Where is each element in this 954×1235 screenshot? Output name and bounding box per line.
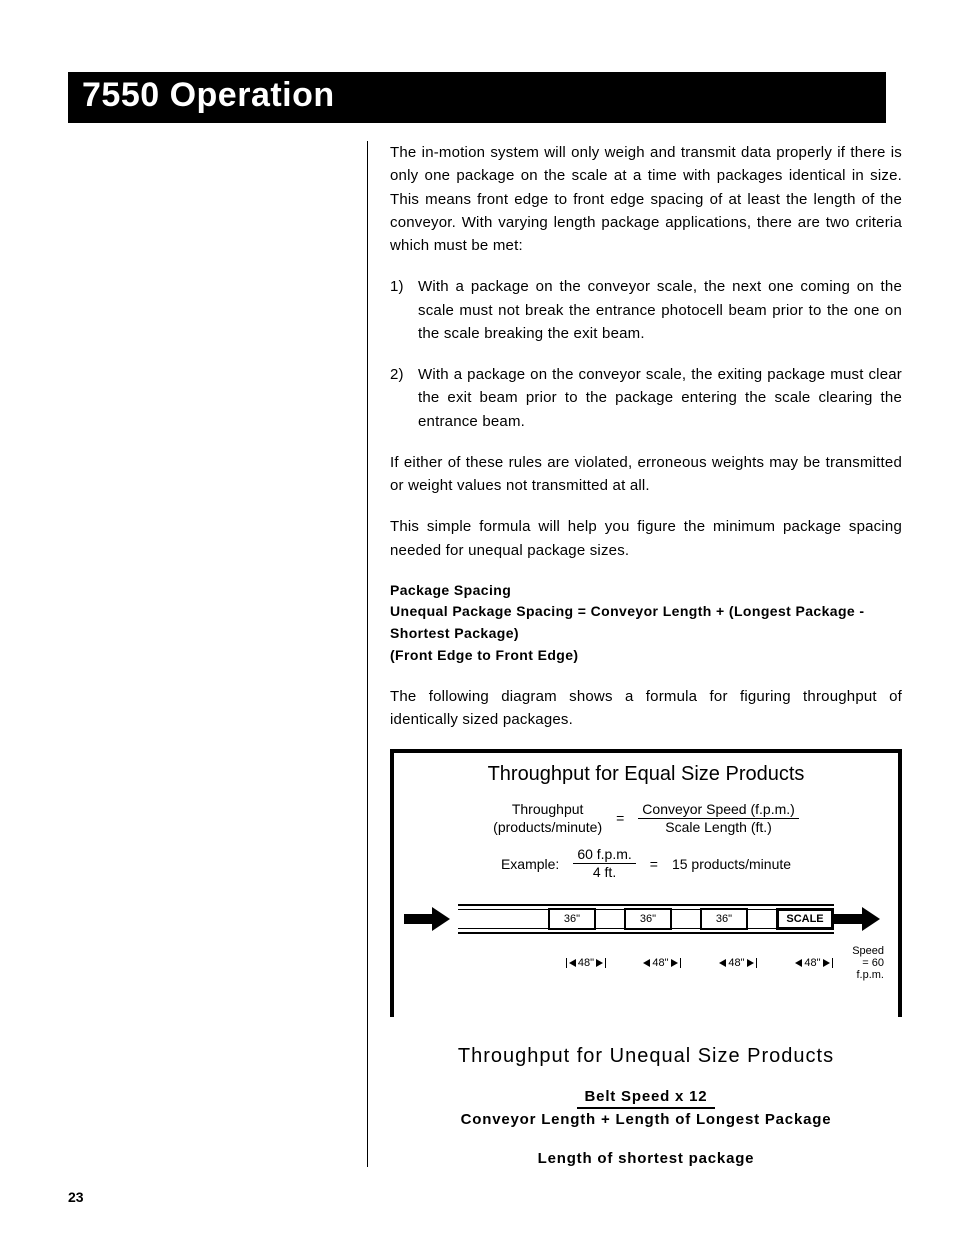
rule-2: 2) With a package on the conveyor scale,…: [390, 363, 902, 433]
package-box-2: 36": [624, 908, 672, 930]
example-frac-bot: 4 ft.: [573, 864, 635, 881]
equal-diagram-title: Throughput for Equal Size Products: [404, 763, 888, 786]
rule-2-text: With a package on the conveyor scale, th…: [418, 363, 902, 433]
spacing-dim-4: 48": [776, 957, 852, 969]
speed-label: Speed = 60 f.p.m.: [852, 945, 888, 981]
package-box-3: 36": [700, 908, 748, 930]
equation-lhs-top: Throughput: [493, 800, 602, 818]
scale-box: SCALE: [776, 908, 834, 930]
page-title-bar: 7550 Operation: [68, 72, 886, 123]
spacing-value-4: 48": [804, 957, 820, 969]
spacing-dim-1: 48": [548, 957, 624, 969]
rule-2-number: 2): [390, 363, 418, 433]
rule-1-number: 1): [390, 275, 418, 345]
rule-1: 1) With a package on the conveyor scale,…: [390, 275, 902, 345]
content-column: The in-motion system will only weigh and…: [368, 141, 908, 1167]
package-spacing-line-1: Unequal Package Spacing = Conveyor Lengt…: [390, 601, 902, 644]
example-frac-top: 60 f.p.m.: [573, 846, 635, 864]
conveyor-illustration: 36" 36" 36" SCALE 48": [404, 899, 888, 981]
formula-intro-paragraph: This simple formula will help you figure…: [390, 515, 902, 562]
example-result: 15 products/minute: [672, 856, 791, 872]
equation-lhs: Throughput (products/minute): [493, 800, 602, 836]
diagram-intro-paragraph: The following diagram shows a formula fo…: [390, 685, 902, 732]
spacing-dim-3: 48": [700, 957, 776, 969]
dimension-row: 48" 48" 48" 48": [404, 945, 888, 981]
package-spacing-line-2: (Front Edge to Front Edge): [390, 645, 902, 667]
unequal-denominator: Conveyor Length + Length of Longest Pack…: [461, 1111, 832, 1128]
spacing-value-3: 48": [728, 957, 744, 969]
spacing-value-2: 48": [652, 957, 668, 969]
throughput-equal-diagram: Throughput for Equal Size Products Throu…: [390, 749, 902, 1017]
throughput-equation: Throughput (products/minute) = Conveyor …: [404, 800, 888, 836]
rule-1-text: With a package on the conveyor scale, th…: [418, 275, 902, 345]
spacing-value-1: 48": [578, 957, 594, 969]
unequal-diagram-title: Throughput for Unequal Size Products: [390, 1045, 902, 1068]
package-box-1: 36": [548, 908, 596, 930]
spacing-dim-2: 48": [624, 957, 700, 969]
conveyor-belt-row: 36" 36" 36" SCALE: [404, 899, 888, 939]
example-equation: Example: 60 f.p.m. 4 ft. = 15 products/m…: [404, 846, 888, 881]
package-spacing-heading: Package Spacing: [390, 580, 902, 602]
unequal-numerator: Belt Speed x 12: [577, 1088, 716, 1109]
equation-rhs-top: Conveyor Speed (f.p.m.): [638, 801, 799, 819]
violation-paragraph: If either of these rules are violated, e…: [390, 451, 902, 498]
equation-rhs-fraction: Conveyor Speed (f.p.m.) Scale Length (ft…: [638, 801, 799, 836]
unequal-formula-fraction: Belt Speed x 12 Conveyor Length + Length…: [390, 1088, 902, 1128]
intro-paragraph: The in-motion system will only weigh and…: [390, 141, 902, 257]
unequal-footer-line: Length of shortest package: [390, 1150, 902, 1167]
equals-sign: =: [616, 810, 624, 826]
two-column-layout: The in-motion system will only weigh and…: [68, 141, 886, 1167]
example-label: Example:: [501, 856, 559, 872]
page-title: 7550 Operation: [82, 76, 335, 114]
flow-arrow-out-icon: [834, 910, 888, 928]
equation-rhs-bot: Scale Length (ft.): [638, 819, 799, 836]
flow-arrow-in-icon: [404, 910, 458, 928]
example-fraction: 60 f.p.m. 4 ft.: [573, 846, 635, 881]
equation-lhs-bot: (products/minute): [493, 818, 602, 836]
left-margin-column: [68, 141, 368, 1167]
package-spacing-formula: Package Spacing Unequal Package Spacing …: [390, 580, 902, 667]
page-number: 23: [68, 1189, 84, 1205]
conveyor-belt: 36" 36" 36" SCALE: [458, 904, 834, 934]
example-equals: =: [650, 856, 658, 872]
